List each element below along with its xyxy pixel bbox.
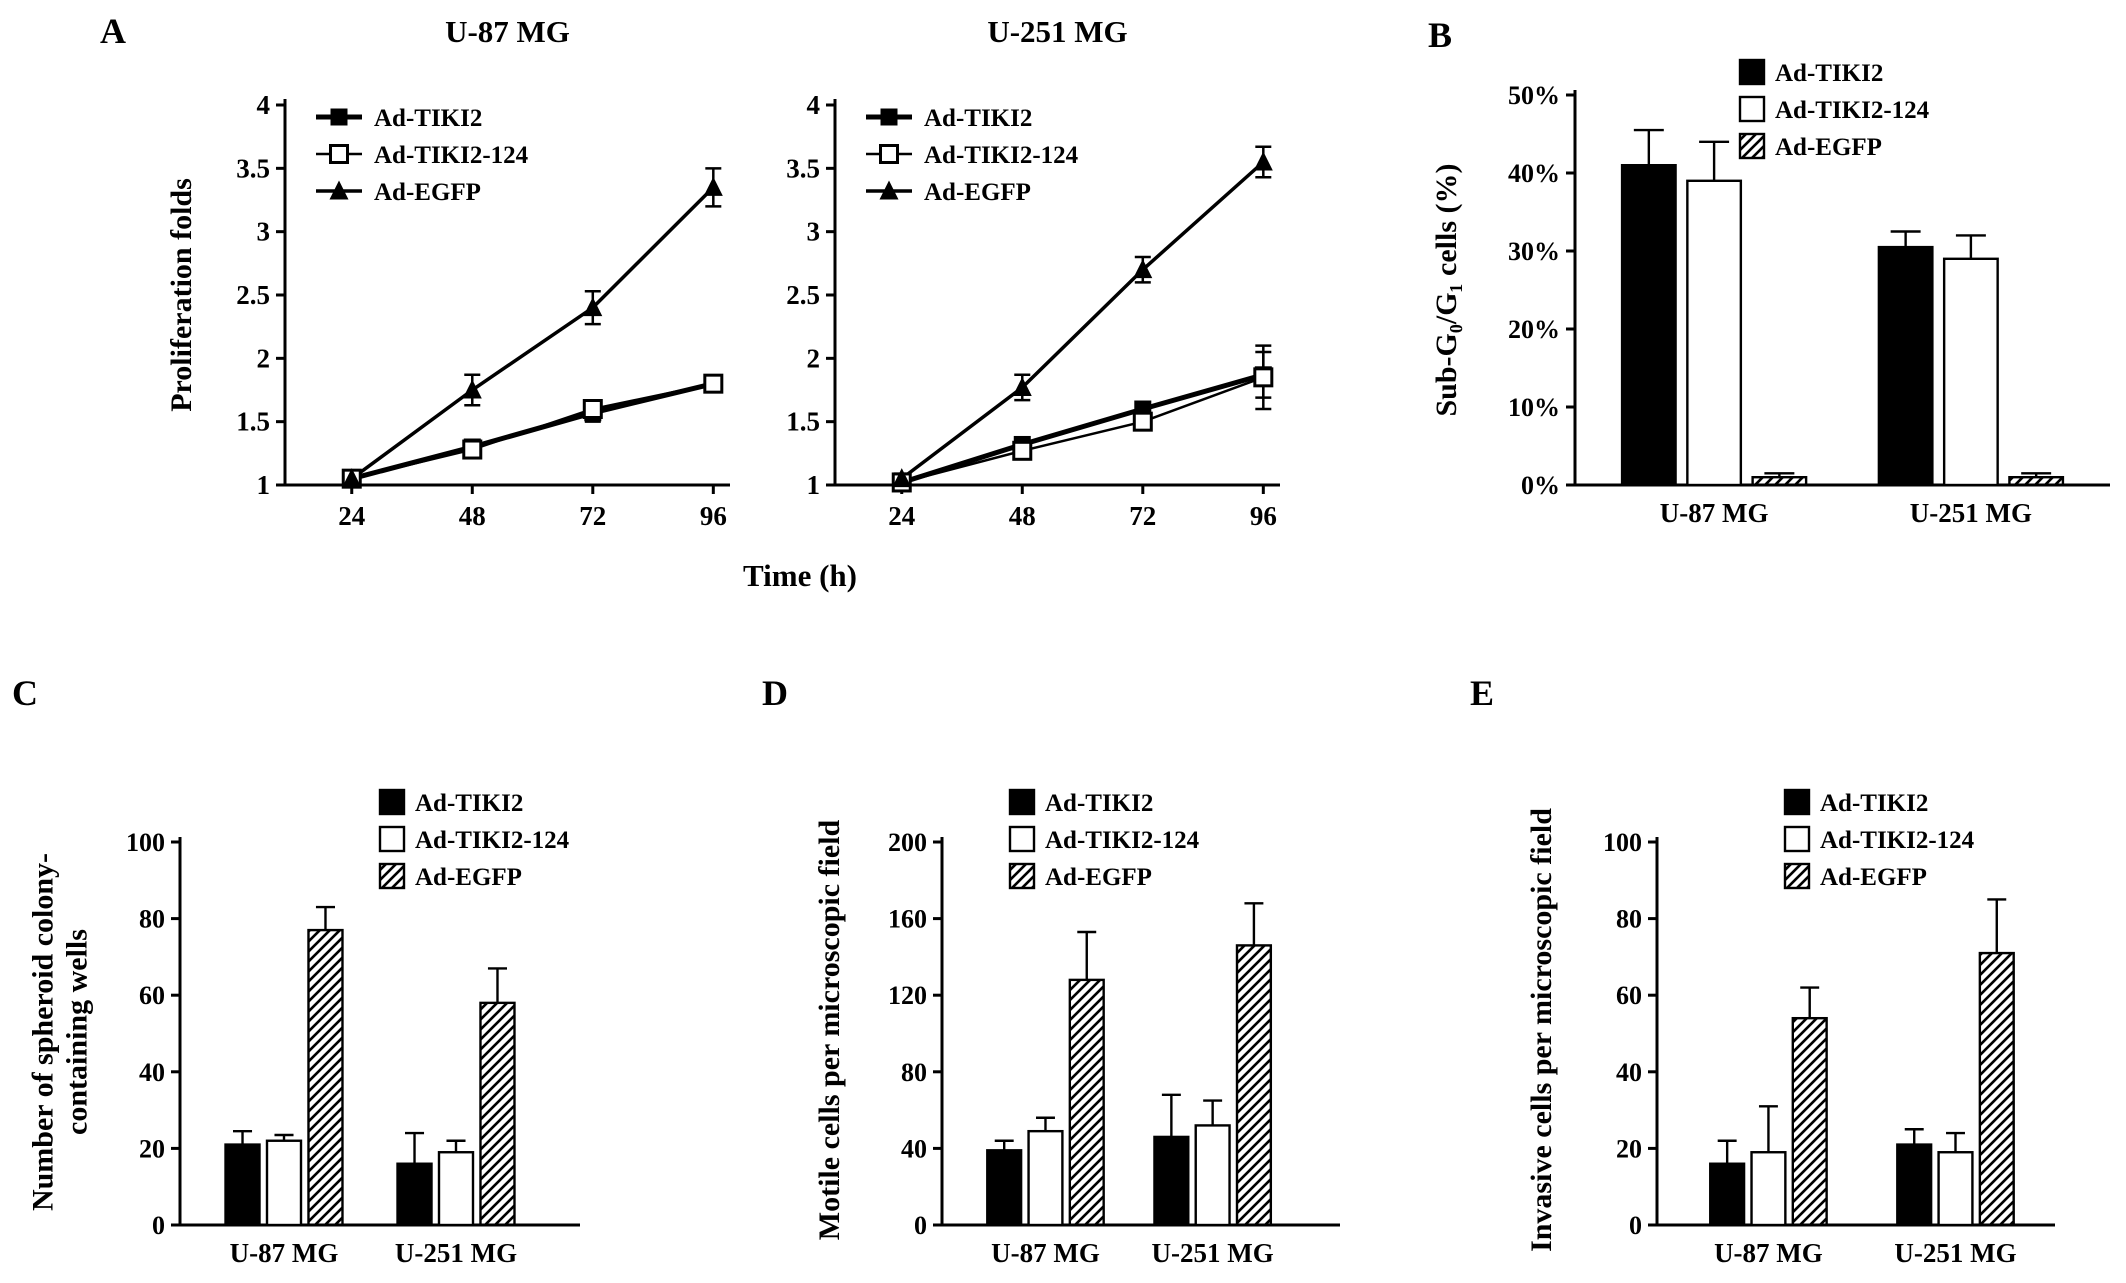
svg-text:Ad-TIKI2-124: Ad-TIKI2-124 <box>1820 827 1975 854</box>
line-chart-u251-proliferation: 1 1.5 2 2.5 3 3.5 4 24 48 72 96 Ad-TIKI2 Ad-TIKI2-12… <box>786 90 1280 531</box>
svg-text:Ad-EGFP: Ad-EGFP <box>924 179 1031 206</box>
svg-text:2.5: 2.5 <box>236 280 270 310</box>
y-axis-label-invasive-cells: Invasive cells per microscopic field <box>1525 808 1558 1252</box>
svg-text:Ad-EGFP: Ad-EGFP <box>1820 864 1927 891</box>
svg-text:100: 100 <box>1603 828 1642 857</box>
svg-text:3: 3 <box>807 217 821 247</box>
line-chart-u87-proliferation: 1 1.5 2 2.5 3 3.5 4 24 48 72 96 Ad-TIKI2 Ad-TIKI2-12… <box>236 90 730 531</box>
svg-text:72: 72 <box>1129 501 1156 531</box>
svg-text:3.5: 3.5 <box>786 153 820 183</box>
y-axis-label-spheroid-wells: Number of spheroid colony- containing we… <box>26 852 93 1212</box>
svg-text:Ad-TIKI2: Ad-TIKI2 <box>1820 790 1928 817</box>
svg-text:2.5: 2.5 <box>786 280 820 310</box>
svg-text:96: 96 <box>1250 501 1277 531</box>
bar-chart-subg0g1-cells: 0% 10% 20% 30% 40% 50% U-87 MG U-251 MG Ad-TIKI2… <box>1508 58 2110 528</box>
svg-text:60: 60 <box>1616 981 1642 1010</box>
svg-text:Ad-TIKI2-124: Ad-TIKI2-124 <box>1045 827 1200 854</box>
chart-title-u251: U-251 MG <box>987 14 1128 49</box>
svg-text:20: 20 <box>139 1134 165 1163</box>
svg-text:1: 1 <box>807 470 821 500</box>
svg-text:40: 40 <box>139 1058 165 1087</box>
svg-text:Ad-TIKI2-124: Ad-TIKI2-124 <box>924 142 1079 169</box>
bar-chart-spheroid-colonies: 0 20 40 60 80 100 U-87 MG U-251 MG Ad-TIKI2 Ad-TI… <box>126 788 580 1268</box>
panel-label-c: C <box>12 673 38 713</box>
svg-text:U-87 MG: U-87 MG <box>230 1238 339 1268</box>
svg-text:Ad-EGFP: Ad-EGFP <box>415 864 522 891</box>
svg-text:U-251 MG: U-251 MG <box>395 1238 517 1268</box>
svg-text:Ad-TIKI2: Ad-TIKI2 <box>1045 790 1153 817</box>
svg-text:0: 0 <box>152 1211 165 1240</box>
svg-text:Ad-TIKI2: Ad-TIKI2 <box>374 105 482 132</box>
svg-text:Ad-EGFP: Ad-EGFP <box>1775 134 1882 161</box>
svg-text:80: 80 <box>139 905 165 934</box>
svg-text:48: 48 <box>459 501 486 531</box>
svg-text:200: 200 <box>888 828 927 857</box>
svg-text:Ad-TIKI2: Ad-TIKI2 <box>924 105 1032 132</box>
svg-text:50%: 50% <box>1508 81 1560 110</box>
svg-text:160: 160 <box>888 905 927 934</box>
svg-text:Ad-EGFP: Ad-EGFP <box>1045 864 1152 891</box>
svg-text:3.5: 3.5 <box>236 153 270 183</box>
svg-text:0: 0 <box>1629 1211 1642 1240</box>
svg-text:40: 40 <box>1616 1058 1642 1087</box>
svg-text:30%: 30% <box>1508 237 1560 266</box>
bar-chart-invasive-cells: 0 20 40 60 80 100 U-87 MG U-251 MG Ad-TIKI2 Ad-TI… <box>1603 788 2055 1268</box>
panel-label-b: B <box>1428 15 1453 55</box>
svg-text:Ad-TIKI2-124: Ad-TIKI2-124 <box>415 827 570 854</box>
svg-text:40%: 40% <box>1508 159 1560 188</box>
svg-text:60: 60 <box>139 981 165 1010</box>
svg-text:Ad-TIKI2: Ad-TIKI2 <box>1775 60 1883 87</box>
y-axis-label-subg0g1-cells: Sub-G₀/G₁ cells (%) <box>1430 163 1463 417</box>
panel-label-d: D <box>762 673 788 713</box>
svg-text:20: 20 <box>1616 1134 1642 1163</box>
svg-text:4: 4 <box>257 90 271 120</box>
svg-text:0%: 0% <box>1521 471 1560 500</box>
svg-text:40: 40 <box>901 1134 927 1163</box>
svg-text:0: 0 <box>914 1211 927 1240</box>
svg-text:U-87 MG: U-87 MG <box>1660 498 1769 528</box>
svg-text:Ad-TIKI2-124: Ad-TIKI2-124 <box>374 142 529 169</box>
svg-text:Ad-EGFP: Ad-EGFP <box>374 179 481 206</box>
svg-text:100: 100 <box>126 828 165 857</box>
svg-text:80: 80 <box>901 1058 927 1087</box>
svg-text:80: 80 <box>1616 905 1642 934</box>
bar-chart-motile-cells: 0 40 80 120 160 200 U-87 MG U-251 MG Ad-TIKI2 Ad-… <box>888 788 1340 1268</box>
svg-text:1: 1 <box>257 470 271 500</box>
svg-text:96: 96 <box>700 501 727 531</box>
svg-text:2: 2 <box>257 343 271 373</box>
svg-text:U-251 MG: U-251 MG <box>1894 1238 2016 1268</box>
chart-title-u87: U-87 MG <box>445 14 570 49</box>
panel-label-e: E <box>1470 673 1495 713</box>
y-axis-label-proliferation-folds: Proliferation folds <box>165 178 198 412</box>
svg-text:2: 2 <box>807 343 821 373</box>
svg-text:U-251 MG: U-251 MG <box>1910 498 2032 528</box>
svg-text:20%: 20% <box>1508 315 1560 344</box>
y-axis-label-motile-cells: Motile cells per microscopic field <box>813 819 846 1241</box>
svg-text:120: 120 <box>888 981 927 1010</box>
svg-text:3: 3 <box>257 217 271 247</box>
svg-text:72: 72 <box>579 501 606 531</box>
svg-text:24: 24 <box>338 501 365 531</box>
svg-text:10%: 10% <box>1508 393 1560 422</box>
svg-text:4: 4 <box>807 90 821 120</box>
svg-text:Ad-TIKI2-124: Ad-TIKI2-124 <box>1775 97 1930 124</box>
svg-text:24: 24 <box>888 501 915 531</box>
x-axis-label-time: Time (h) <box>743 558 857 593</box>
svg-text:1.5: 1.5 <box>236 407 270 437</box>
panel-label-a: A <box>100 11 126 51</box>
svg-text:U-87 MG: U-87 MG <box>991 1238 1100 1268</box>
svg-text:Ad-TIKI2: Ad-TIKI2 <box>415 790 523 817</box>
svg-text:U-251 MG: U-251 MG <box>1152 1238 1274 1268</box>
svg-text:1.5: 1.5 <box>786 407 820 437</box>
svg-text:48: 48 <box>1009 501 1036 531</box>
svg-text:U-87 MG: U-87 MG <box>1714 1238 1823 1268</box>
